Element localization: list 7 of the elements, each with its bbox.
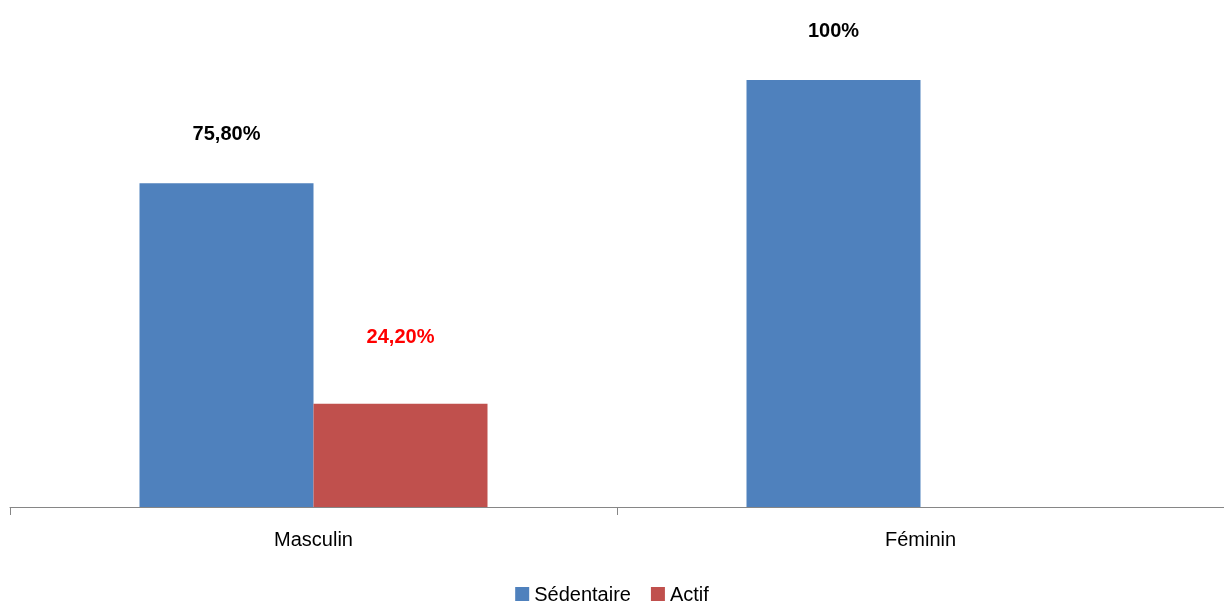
data-label: 75,80% [192, 122, 261, 145]
legend-label: Actif [669, 583, 710, 605]
x-tick-label: Féminin [884, 528, 957, 550]
data-label: 24,20% [366, 324, 435, 347]
legend-label: Sédentaire [534, 583, 631, 605]
data-label: 100% [807, 19, 860, 41]
x-tick-label: Masculin [274, 528, 353, 550]
